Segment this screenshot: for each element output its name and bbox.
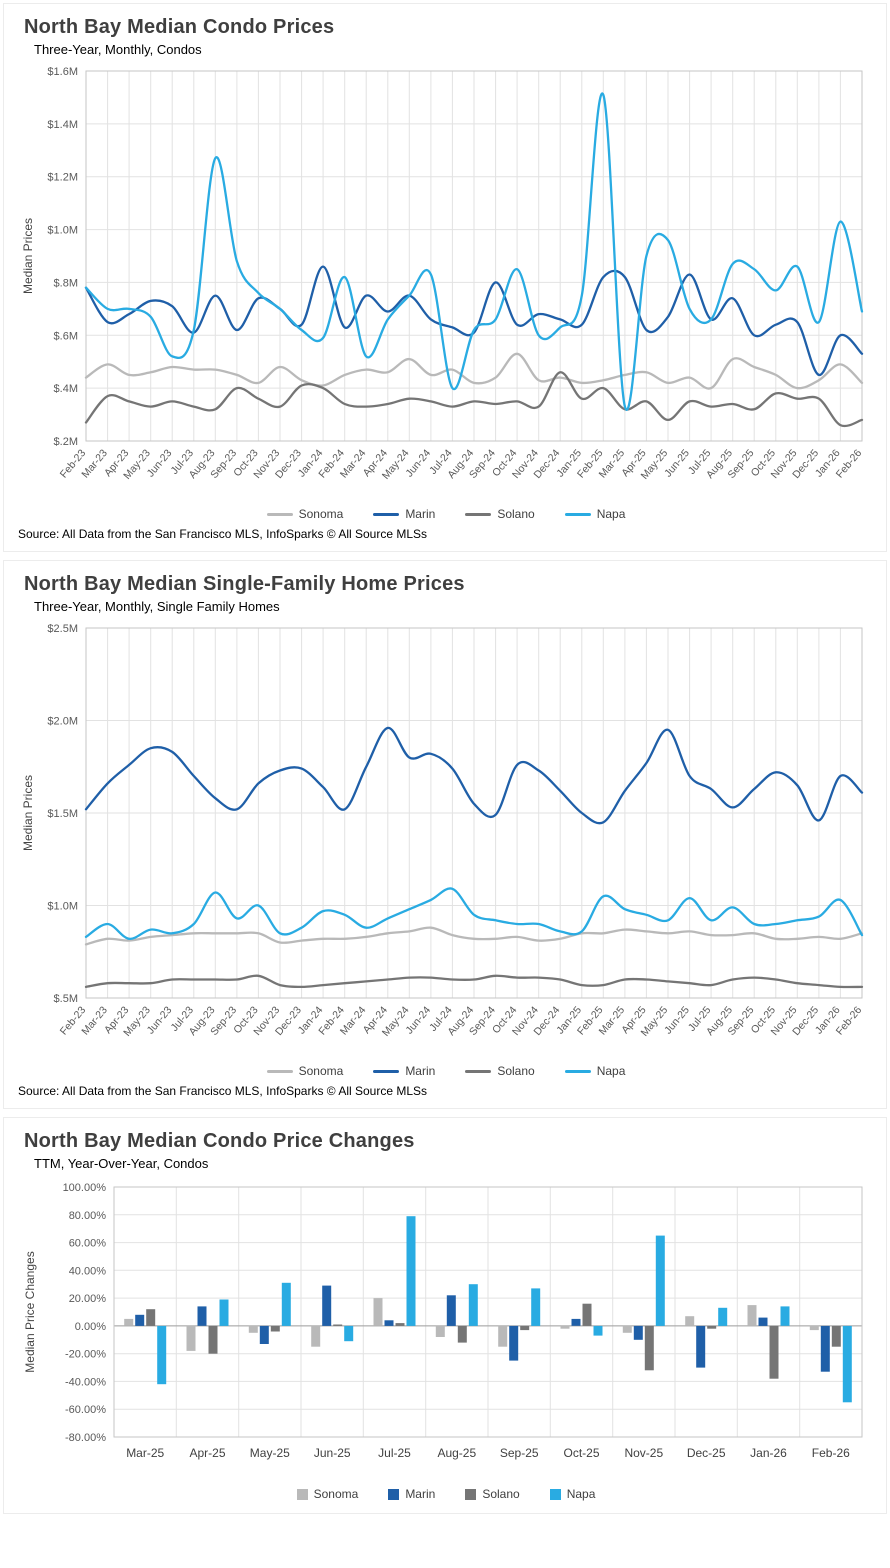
- svg-text:Jun-25: Jun-25: [314, 1446, 351, 1460]
- legend-label: Marin: [405, 507, 436, 521]
- svg-text:100.00%: 100.00%: [63, 1182, 107, 1194]
- svg-text:Dec-25: Dec-25: [687, 1446, 726, 1460]
- svg-text:Mar-25: Mar-25: [126, 1446, 164, 1460]
- svg-text:-40.00%: -40.00%: [65, 1376, 106, 1388]
- svg-text:Apr-25: Apr-25: [189, 1446, 225, 1460]
- svg-text:$.4M: $.4M: [54, 383, 78, 395]
- svg-text:Median Prices: Median Prices: [21, 218, 35, 294]
- legend-label: Sonoma: [313, 1487, 359, 1501]
- svg-text:-20.00%: -20.00%: [65, 1349, 106, 1361]
- svg-text:-80.00%: -80.00%: [65, 1432, 106, 1444]
- legend-label: Napa: [596, 507, 626, 521]
- legend-label: Marin: [405, 1487, 436, 1501]
- legend-swatch-solano: [465, 1069, 492, 1073]
- condo-price-changes-title: North Bay Median Condo Price Changes: [24, 1130, 415, 1152]
- legend-item-sonoma: Sonoma: [296, 1487, 359, 1501]
- condo-prices-line-chart: $.2M $.4M $.6M $.8M $1.0M $1.2M $1.4M $1.6M Feb-…: [18, 61, 874, 507]
- condo-prices-legend: Sonoma Marin Solano Napa: [18, 507, 874, 521]
- legend-label: Napa: [596, 1064, 626, 1078]
- condo-prices-source-note: Source: All Data from the San Francisco …: [18, 527, 428, 541]
- legend-swatch-marin: [373, 1069, 400, 1073]
- legend-item-marin: Marin: [373, 1064, 435, 1078]
- condo-prices-chart-svg: $.2M$.4M$.6M$.8M$1.0M$1.2M$1.4M$1.6MFeb-…: [21, 66, 864, 482]
- svg-text:$1.2M: $1.2M: [47, 172, 78, 184]
- legend-item-solano: Solano: [465, 1487, 520, 1501]
- legend-label: Solano: [482, 1487, 520, 1501]
- svg-text:Nov-25: Nov-25: [624, 1446, 663, 1460]
- sfh-prices-title: North Bay Median Single-Family Home Pric…: [24, 573, 465, 595]
- svg-text:-60.00%: -60.00%: [65, 1404, 106, 1416]
- legend-item-marin: Marin: [388, 1487, 435, 1501]
- legend-label: Napa: [566, 1487, 596, 1501]
- svg-text:Median Price Changes: Median Price Changes: [23, 1251, 37, 1372]
- condo-prices-section: North Bay Median Condo Prices Three-Year…: [3, 3, 887, 552]
- sfh-prices-line-chart: $.5M $1.0M $1.5M $2.0M $2.5M Feb-23 Mar-23 Apr-…: [18, 618, 874, 1064]
- svg-text:Feb-26: Feb-26: [812, 1446, 850, 1460]
- sfh-prices-subtitle: Three-Year, Monthly, Single Family Homes: [34, 599, 280, 614]
- legend-label: Marin: [405, 1064, 436, 1078]
- legend-swatch-napa: [564, 512, 591, 516]
- legend-swatch-napa: [549, 1488, 561, 1500]
- legend-item-marin: Marin: [373, 507, 435, 521]
- legend-label: Solano: [497, 1064, 535, 1078]
- svg-text:$.2M: $.2M: [54, 436, 78, 448]
- legend-swatch-sonoma: [296, 1488, 308, 1500]
- legend-swatch-marin: [373, 512, 400, 516]
- legend-swatch-solano: [465, 512, 492, 516]
- legend-item-napa: Napa: [564, 507, 626, 521]
- legend-item-solano: Solano: [465, 1064, 535, 1078]
- condo-prices-title: North Bay Median Condo Prices: [24, 16, 335, 38]
- legend-swatch-solano: [465, 1488, 477, 1500]
- svg-text:$1.6M: $1.6M: [47, 66, 78, 78]
- svg-text:Median Prices: Median Prices: [21, 775, 35, 851]
- svg-text:20.00%: 20.00%: [69, 1293, 107, 1305]
- sfh-prices-chart-svg: $.5M$1.0M$1.5M$2.0M$2.5MFeb-23Mar-23Apr-…: [21, 623, 864, 1039]
- svg-text:Jul-25: Jul-25: [378, 1446, 411, 1460]
- legend-swatch-napa: [564, 1069, 591, 1073]
- sfh-prices-legend: Sonoma Marin Solano Napa: [18, 1064, 874, 1078]
- legend-label: Sonoma: [298, 507, 344, 521]
- legend-swatch-sonoma: [266, 1069, 293, 1073]
- legend-item-sonoma: Sonoma: [266, 507, 344, 521]
- svg-text:Sep-25: Sep-25: [500, 1446, 539, 1460]
- svg-text:60.00%: 60.00%: [69, 1238, 107, 1250]
- svg-text:Oct-25: Oct-25: [563, 1446, 599, 1460]
- condo-price-changes-bar-chart: -80.00% -60.00% -40.00% -20.00% 0.00% 20.00% 4…: [18, 1175, 874, 1487]
- svg-text:40.00%: 40.00%: [69, 1265, 107, 1277]
- condo-price-changes-chart-svg: -80.00% -60.00% -40.00% -20.00% 0.00% 20.00% 4…: [23, 1182, 863, 1460]
- legend-label: Solano: [497, 507, 535, 521]
- svg-text:May-25: May-25: [250, 1446, 290, 1460]
- sfh-prices-source-note: Source: All Data from the San Francisco …: [18, 1084, 428, 1098]
- condo-price-changes-legend: Sonoma Marin Solano Napa: [18, 1487, 874, 1501]
- svg-text:$1.0M: $1.0M: [47, 901, 78, 913]
- svg-text:Jan-26: Jan-26: [750, 1446, 787, 1460]
- sfh-prices-section: North Bay Median Single-Family Home Pric…: [3, 560, 887, 1109]
- svg-text:$1.0M: $1.0M: [47, 225, 78, 237]
- svg-text:$.5M: $.5M: [54, 993, 78, 1005]
- legend-item-napa: Napa: [564, 1064, 626, 1078]
- svg-text:Aug-25: Aug-25: [437, 1446, 476, 1460]
- legend-swatch-marin: [388, 1488, 400, 1500]
- svg-text:$.6M: $.6M: [54, 330, 78, 342]
- condo-price-changes-subtitle: TTM, Year-Over-Year, Condos: [34, 1156, 209, 1171]
- legend-item-sonoma: Sonoma: [266, 1064, 344, 1078]
- legend-label: Sonoma: [298, 1064, 344, 1078]
- legend-item-solano: Solano: [465, 507, 535, 521]
- legend-swatch-sonoma: [266, 512, 293, 516]
- condo-prices-subtitle: Three-Year, Monthly, Condos: [34, 42, 202, 57]
- svg-text:80.00%: 80.00%: [69, 1210, 107, 1222]
- svg-text:$1.5M: $1.5M: [47, 808, 78, 820]
- legend-item-napa: Napa: [549, 1487, 596, 1501]
- svg-text:$.8M: $.8M: [54, 277, 78, 289]
- svg-text:$2.5M: $2.5M: [47, 623, 78, 635]
- svg-text:$2.0M: $2.0M: [47, 716, 78, 728]
- svg-text:$1.4M: $1.4M: [47, 119, 78, 131]
- svg-text:0.00%: 0.00%: [75, 1321, 106, 1333]
- condo-price-changes-section: North Bay Median Condo Price Changes TTM…: [3, 1117, 887, 1514]
